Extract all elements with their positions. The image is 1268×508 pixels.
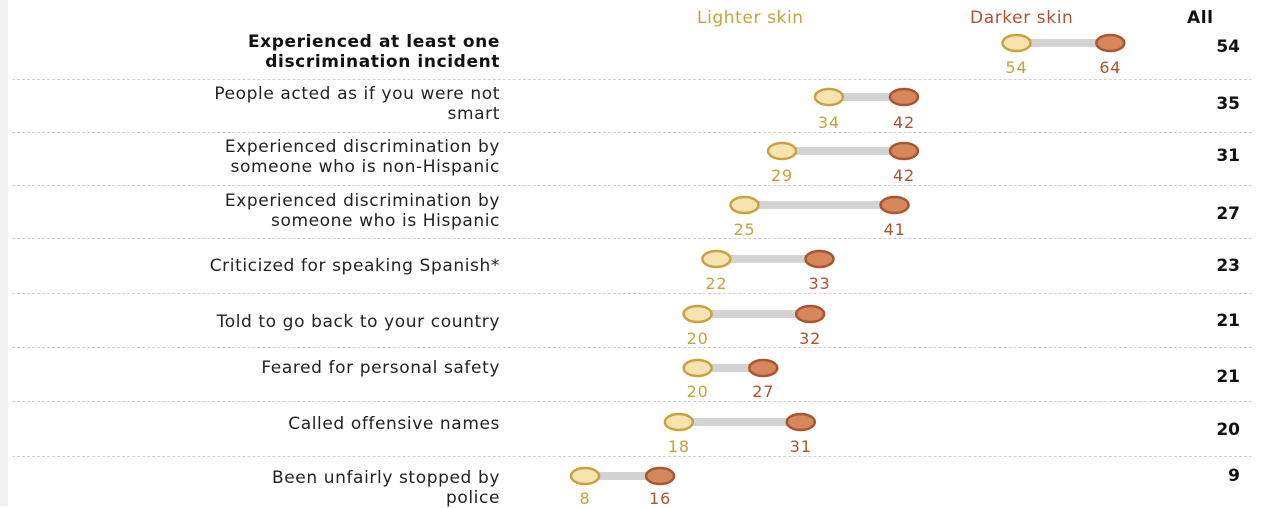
category-label-line: someone who is Hispanic — [271, 211, 500, 231]
row-separator — [12, 79, 1252, 80]
darker-skin-value: 42 — [892, 113, 915, 132]
all-value: 21 — [1216, 311, 1240, 331]
category-label: Experienced at least one discrimination i… — [10, 32, 500, 72]
darker-skin-dot — [888, 141, 920, 161]
lighter-skin-value: 8 — [579, 489, 591, 508]
all-value: 35 — [1216, 94, 1240, 114]
category-label: Experienced discrimination by someone who… — [10, 191, 500, 231]
category-label: Criticized for speaking Spanish* — [10, 256, 500, 276]
darker-skin-value: 33 — [808, 274, 831, 293]
darker-skin-value: 41 — [883, 220, 906, 239]
category-label-line: Been unfairly stopped by — [271, 468, 500, 488]
lighter-skin-value: 25 — [733, 220, 756, 239]
all-value: 31 — [1216, 146, 1240, 166]
category-label-line: Feared for personal safety — [261, 358, 500, 378]
row-separator — [12, 401, 1252, 402]
lighter-skin-dot — [569, 466, 601, 486]
category-label-line: Called offensive names — [288, 414, 500, 434]
category-label: Called offensive names — [10, 414, 500, 434]
category-label-line: People acted as if you were not — [214, 84, 500, 104]
lighter-skin-dot — [682, 358, 713, 378]
category-label: Experienced discrimination by someone who… — [10, 137, 500, 177]
category-label-line: someone who is non-Hispanic — [230, 157, 500, 177]
all-value: 21 — [1216, 367, 1240, 387]
lighter-skin-value: 29 — [771, 166, 793, 185]
darker-skin-value: 42 — [892, 166, 915, 185]
lighter-skin-dot — [766, 141, 798, 161]
category-label: People acted as if you were not smart — [10, 84, 500, 124]
lighter-skin-dot — [682, 304, 713, 324]
legend-lighter-skin: Lighter skin — [697, 8, 804, 28]
darker-skin-dot — [804, 249, 835, 269]
category-label: Feared for personal safety — [10, 358, 500, 378]
darker-skin-value: 64 — [1099, 58, 1122, 77]
lighter-skin-value: 20 — [686, 382, 709, 401]
category-label-line: Experienced discrimination by — [224, 137, 500, 157]
lighter-skin-value: 34 — [817, 113, 840, 132]
category-label-line: discrimination incident — [265, 52, 500, 72]
category-label-line: police — [445, 488, 500, 508]
all-value: 27 — [1216, 204, 1240, 224]
darker-skin-dot — [879, 195, 910, 215]
lighter-skin-value: 18 — [667, 437, 690, 456]
lighter-skin-dot — [729, 195, 760, 215]
lighter-skin-value: 54 — [1005, 58, 1028, 77]
lighter-skin-dot — [1001, 33, 1032, 53]
row-separator — [12, 185, 1252, 186]
darker-skin-value: 32 — [799, 329, 822, 348]
darker-skin-dot — [794, 304, 826, 324]
lighter-skin-dot — [663, 412, 695, 432]
all-value: 23 — [1216, 256, 1240, 276]
lighter-skin-value: 20 — [686, 329, 709, 348]
column-header-all: All — [1187, 8, 1214, 28]
darker-skin-value: 16 — [649, 489, 672, 508]
darker-skin-value: 31 — [789, 437, 812, 456]
all-value: 20 — [1216, 420, 1240, 440]
row-separator — [12, 347, 1252, 348]
darker-skin-dot — [748, 358, 779, 378]
lighter-skin-value: 22 — [705, 274, 728, 293]
darker-skin-dot — [1095, 33, 1126, 53]
darker-skin-dot — [644, 466, 676, 486]
lighter-skin-dot — [701, 249, 732, 269]
row-separator — [12, 456, 1252, 457]
darker-skin-dot — [888, 87, 920, 107]
row-separator — [12, 238, 1252, 239]
category-label: Told to go back to your country — [10, 312, 500, 332]
legend-darker-skin: Darker skin — [970, 8, 1074, 28]
left-edge-strip — [0, 0, 8, 506]
darker-skin-dot — [785, 412, 817, 432]
all-value: 9 — [1228, 466, 1240, 486]
row-separator — [12, 132, 1252, 133]
darker-skin-value: 27 — [752, 382, 775, 401]
category-label-line: Criticized for speaking Spanish* — [209, 256, 500, 276]
lighter-skin-dot — [813, 87, 845, 107]
row-separator — [12, 293, 1252, 294]
category-label-line: Told to go back to your country — [216, 312, 500, 332]
category-label-line: smart — [447, 104, 500, 124]
all-value: 54 — [1216, 37, 1240, 57]
category-label-line: Experienced discrimination by — [224, 191, 500, 211]
category-label-line: Experienced at least one — [247, 32, 500, 52]
category-label: Been unfairly stopped by police — [10, 468, 500, 508]
